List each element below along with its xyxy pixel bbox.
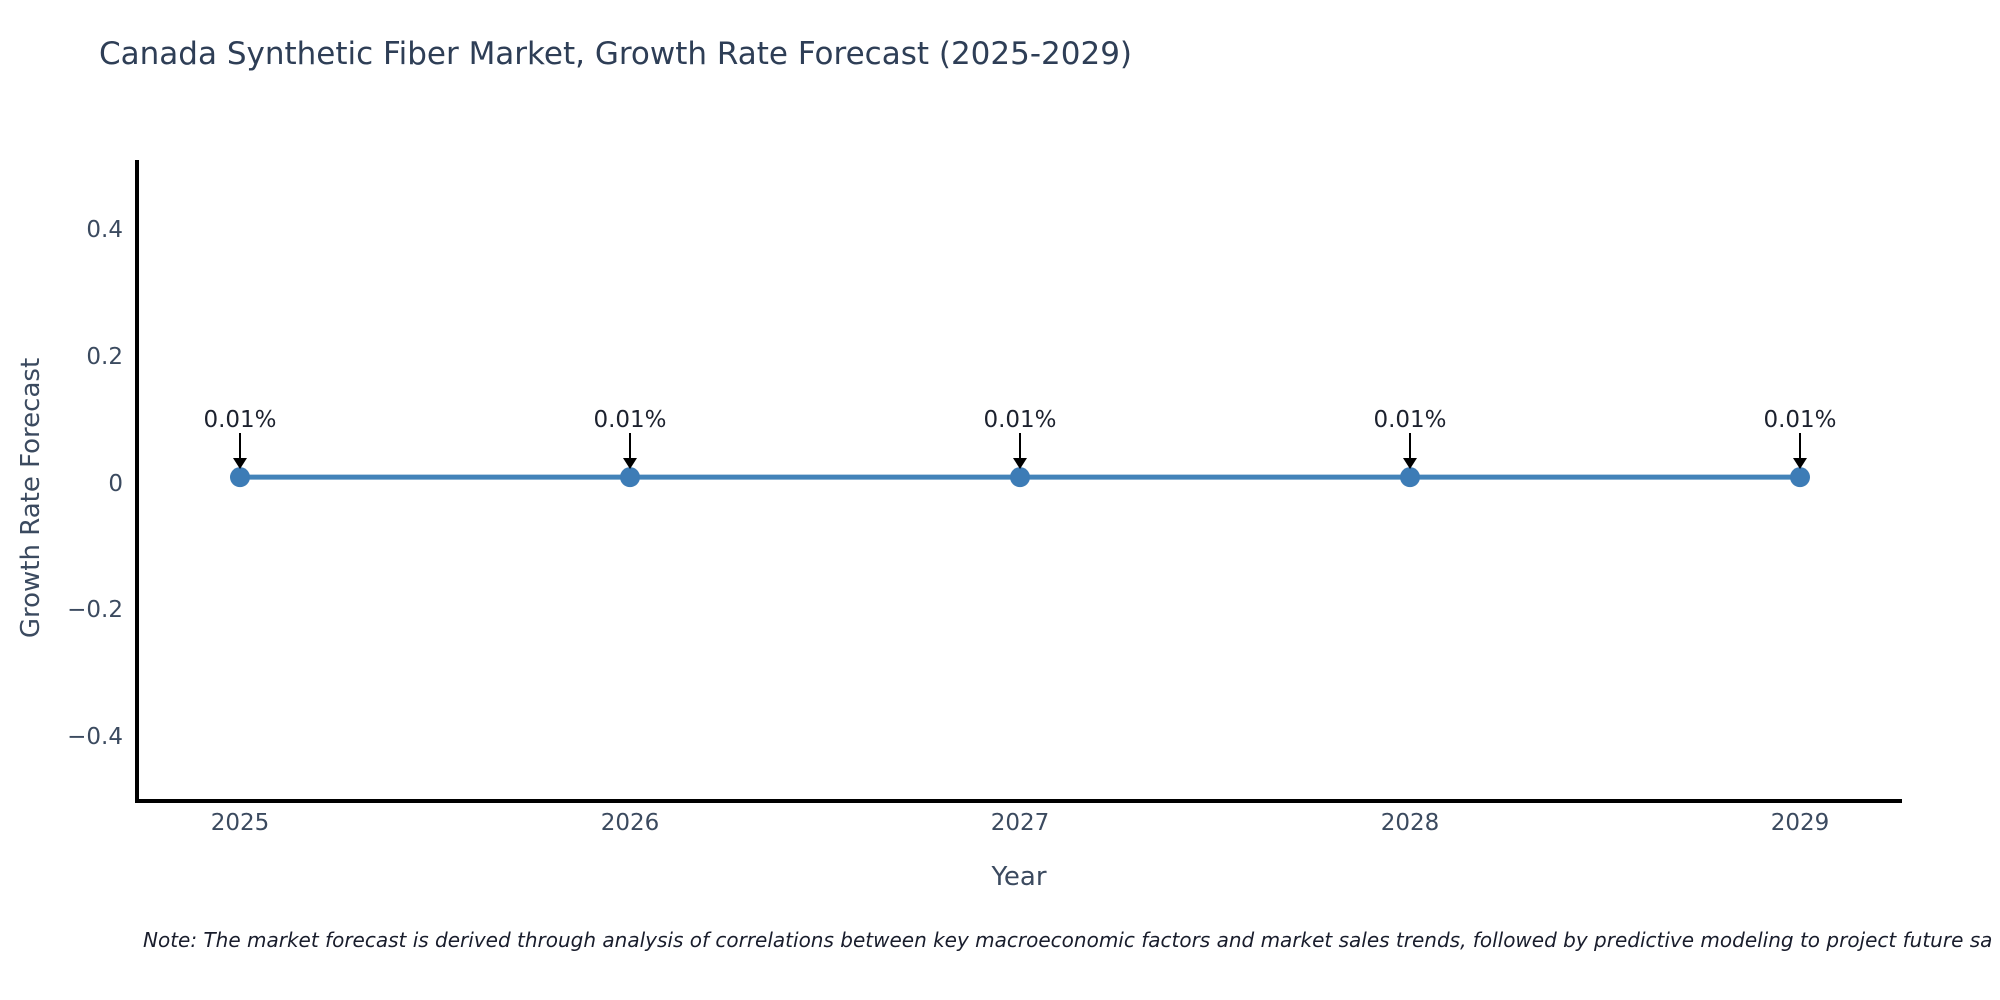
- y-tick-label: −0.2: [67, 597, 123, 624]
- y-tick-label: −0.4: [67, 724, 123, 750]
- x-tick-label: 2028: [1380, 810, 1440, 836]
- y-tick-label: 0.4: [86, 217, 123, 243]
- annotation-arrowhead-icon: [1793, 458, 1807, 470]
- annotation-arrow-shaft: [1019, 433, 1021, 463]
- data-point-marker: [1010, 467, 1030, 488]
- point-value-label: 0.01%: [593, 407, 667, 434]
- point-value-label: 0.01%: [1763, 407, 1837, 434]
- y-tick-label: 0.2: [86, 343, 123, 370]
- x-axis-title: Year: [991, 862, 1047, 892]
- y-axis-line: [135, 160, 139, 803]
- annotation-arrow-shaft: [1799, 433, 1801, 463]
- x-axis-line: [135, 799, 1902, 803]
- point-value-label: 0.01%: [203, 407, 277, 434]
- chart-title: Canada Synthetic Fiber Market, Growth Ra…: [99, 36, 1133, 72]
- x-tick-label: 2029: [1770, 810, 1830, 836]
- x-tick-label: 2026: [600, 810, 660, 836]
- annotation-arrowhead-icon: [233, 458, 247, 470]
- annotation-arrow-shaft: [1409, 433, 1411, 463]
- annotation-arrow-shaft: [239, 433, 241, 463]
- x-tick-label: 2027: [990, 810, 1050, 836]
- y-tick-label: 0: [108, 470, 123, 497]
- chart-footnote: Note: The market forecast is derived thr…: [143, 928, 1993, 952]
- data-point-marker: [1400, 467, 1420, 488]
- data-point-marker: [620, 467, 640, 488]
- annotation-arrowhead-icon: [1013, 458, 1027, 470]
- annotation-arrowhead-icon: [1403, 458, 1417, 470]
- point-value-label: 0.01%: [1373, 407, 1447, 434]
- point-value-label: 0.01%: [983, 407, 1057, 434]
- data-point-marker: [230, 467, 250, 488]
- annotation-arrow-shaft: [629, 433, 631, 463]
- data-point-marker: [1790, 467, 1810, 488]
- annotation-arrowhead-icon: [623, 458, 637, 470]
- x-tick-label: 2025: [210, 810, 270, 836]
